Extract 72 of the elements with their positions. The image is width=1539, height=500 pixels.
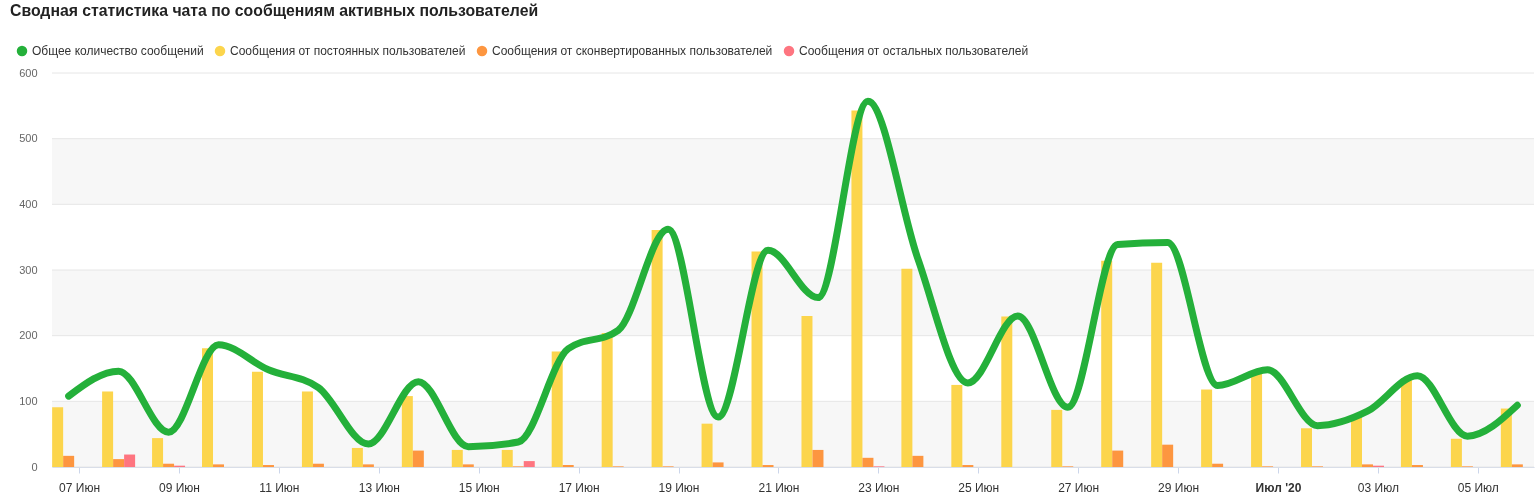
- bar: [1112, 450, 1124, 467]
- bar: [113, 459, 125, 467]
- bar: [501, 449, 513, 467]
- bar: [1400, 378, 1412, 467]
- bar: [862, 457, 874, 467]
- bar: [451, 449, 463, 467]
- bar: [712, 462, 724, 467]
- legend-label: Сообщения от постоянных пользователей: [230, 44, 466, 58]
- y-tick-label: 100: [19, 394, 38, 407]
- x-tick-label: 17 Июн: [558, 480, 600, 495]
- bar: [951, 384, 963, 467]
- bar: [312, 463, 324, 467]
- y-tick-label: 400: [19, 197, 38, 210]
- y-tick-label: 600: [19, 66, 38, 79]
- bar: [152, 438, 164, 467]
- bar: [1251, 372, 1263, 467]
- x-tick-label: 19 Июн: [658, 480, 700, 495]
- x-tick-label: 27 Июн: [1058, 480, 1100, 495]
- bar: [1301, 428, 1313, 467]
- bar: [362, 464, 374, 467]
- x-tick-label: 21 Июн: [758, 480, 800, 495]
- chart-title: Сводная статистика чата по сообщениям активных пользователей: [10, 2, 539, 20]
- bar: [601, 333, 613, 467]
- bar: [801, 315, 813, 467]
- x-tick-label: Июл '20: [1255, 480, 1302, 495]
- x-tick-label: 23 Июн: [858, 480, 900, 495]
- y-tick-label: 300: [19, 263, 38, 276]
- bar: [1212, 463, 1224, 467]
- bar: [401, 396, 413, 467]
- bar: [812, 449, 824, 467]
- bar: [213, 464, 225, 467]
- x-tick-label: 15 Июн: [458, 480, 500, 495]
- bar: [251, 371, 263, 467]
- legend-label: Общее количество сообщений: [32, 44, 204, 58]
- legend-label: Сообщения от остальных пользователей: [799, 44, 1029, 58]
- y-tick-label: 0: [31, 460, 38, 473]
- x-tick-label: 25 Июн: [958, 480, 1000, 495]
- x-tick-label: 07 Июн: [59, 480, 101, 495]
- bar: [701, 423, 713, 467]
- bar: [1051, 409, 1063, 467]
- bar: [1350, 416, 1362, 467]
- bar: [1101, 260, 1113, 467]
- bar: [1151, 262, 1163, 467]
- bar: [102, 391, 114, 467]
- bar: [851, 110, 863, 467]
- x-tick-label: 13 Июн: [358, 480, 400, 495]
- x-tick-label: 09 Июн: [159, 480, 200, 495]
- bar: [523, 461, 535, 467]
- x-tick-label: 05 Июл: [1457, 480, 1499, 495]
- bar: [124, 454, 136, 467]
- bar: [1361, 464, 1373, 467]
- bar: [901, 268, 913, 467]
- bar: [1001, 316, 1013, 467]
- bar: [651, 229, 663, 467]
- y-tick-label: 500: [19, 132, 38, 145]
- x-tick-label: 03 Июл: [1357, 480, 1399, 495]
- x-tick-label: 11 Июн: [259, 480, 300, 495]
- bar: [1201, 389, 1213, 467]
- legend-label: Сообщения от сконвертированных пользователей: [492, 44, 773, 58]
- bar: [412, 450, 424, 467]
- x-tick-label: 29 Июн: [1158, 480, 1200, 495]
- bar: [462, 464, 474, 467]
- bar: [52, 407, 64, 467]
- bar: [912, 455, 924, 467]
- y-tick-label: 200: [19, 329, 38, 342]
- bar: [63, 455, 75, 467]
- bar: [163, 463, 175, 467]
- bar: [301, 391, 313, 467]
- bar: [1450, 438, 1462, 467]
- bar: [1511, 464, 1523, 467]
- bar: [1162, 444, 1174, 467]
- bar: [351, 447, 363, 467]
